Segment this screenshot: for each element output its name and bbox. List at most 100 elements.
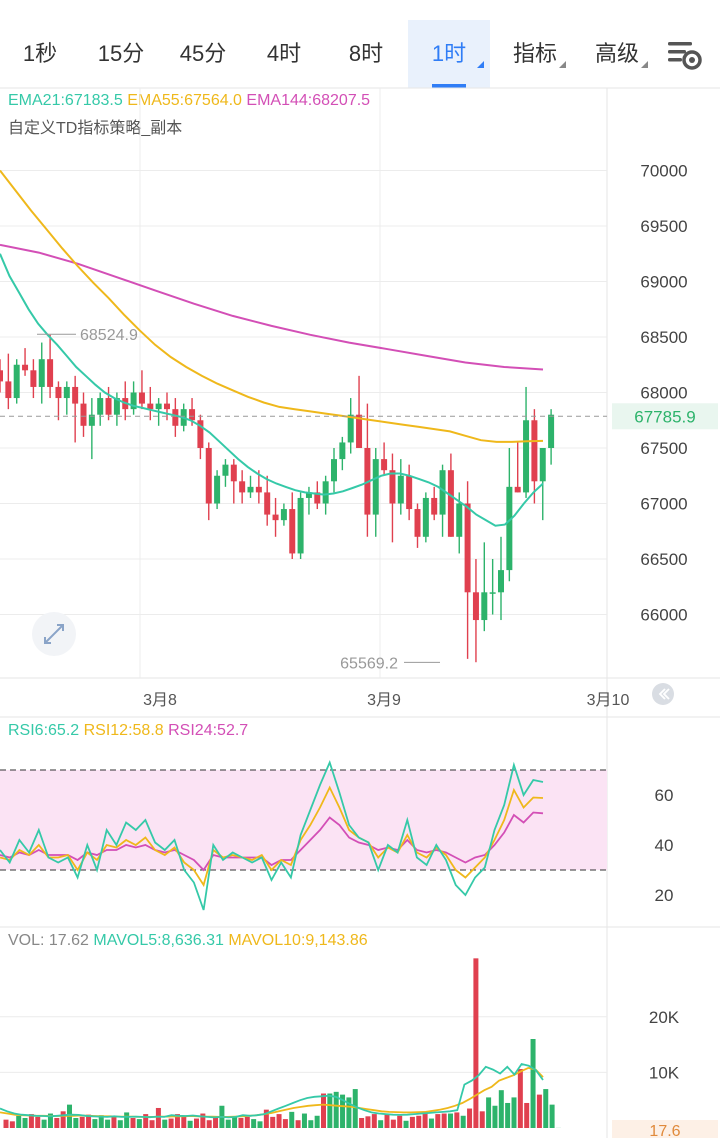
volume-bar — [524, 1102, 530, 1128]
volume-bar — [308, 1120, 314, 1128]
active-tab-indicator — [432, 84, 466, 88]
tab-1h[interactable]: 1时 — [408, 20, 490, 88]
candle-body — [389, 470, 396, 504]
rsi6-line — [0, 759, 544, 911]
volume-bar — [73, 1117, 79, 1128]
candle-body — [272, 514, 279, 521]
volume-bar — [435, 1114, 441, 1128]
candle-body — [172, 409, 179, 426]
candle-body — [239, 481, 246, 493]
price-tick-label: 67500 — [640, 439, 687, 458]
candle-body — [80, 403, 87, 426]
tab-8h[interactable]: 8时 — [330, 20, 402, 88]
candle-body — [214, 475, 221, 504]
volume-bar — [16, 1115, 22, 1128]
volume-bar — [403, 1120, 409, 1128]
volume-bar — [536, 1094, 542, 1128]
chart-settings-icon[interactable] — [664, 36, 704, 76]
candle-body — [431, 497, 438, 515]
candle-body — [506, 486, 513, 571]
ema21-line — [0, 253, 544, 527]
volume-bar — [111, 1115, 117, 1128]
tab-advanced[interactable]: 高级 — [580, 20, 654, 88]
rsi-tick-label: 60 — [655, 786, 674, 805]
candle-body — [314, 492, 321, 504]
candle-body — [130, 392, 137, 410]
volume-bar — [365, 1116, 371, 1128]
tab-label: 1秒 — [22, 41, 58, 66]
timeframe-tab-bar: 1秒 15分 45分 4时 8时 1时 指标 高级 — [0, 0, 720, 88]
current-volume-badge — [612, 1120, 718, 1138]
volume-bar — [454, 1112, 460, 1128]
high-annotation: 68524.9 — [80, 327, 138, 344]
price-tick-label: 66000 — [640, 606, 687, 625]
candle-body — [280, 509, 287, 521]
tab-indicators[interactable]: 指标 — [498, 20, 572, 88]
volume-bar — [486, 1097, 492, 1128]
price-tick-label: 68000 — [640, 384, 687, 403]
volume-bar — [517, 1069, 523, 1128]
candle-body — [247, 486, 254, 493]
candle-body — [489, 592, 496, 594]
ema144-line — [0, 243, 544, 371]
candle-body — [255, 486, 262, 493]
date-tick-label: 3月9 — [367, 692, 401, 709]
volume-bar — [143, 1114, 149, 1128]
candle-body — [464, 503, 471, 593]
volume-bar — [530, 1039, 536, 1128]
volume-bar — [41, 1119, 47, 1128]
tab-1s[interactable]: 1秒 — [8, 20, 72, 88]
volume-bar — [67, 1104, 72, 1128]
candle-body — [531, 420, 538, 482]
candle-body — [88, 414, 95, 426]
volume-bar — [9, 1121, 15, 1128]
low-annotation: 65569.2 — [340, 655, 398, 672]
price-tick-label: 69000 — [640, 273, 687, 292]
candle-body — [456, 503, 463, 537]
tab-4h[interactable]: 4时 — [248, 20, 320, 88]
volume-bar — [54, 1117, 60, 1128]
volume-bar — [378, 1120, 384, 1128]
mavol5-line — [0, 1062, 544, 1119]
volume-bar — [92, 1119, 98, 1128]
volume-bar — [98, 1115, 104, 1128]
volume-bar — [321, 1093, 326, 1128]
volume-legend: VOL: 17.62 MAVOL5:8,636.31 MAVOL10:9,143… — [8, 932, 368, 950]
candle-body — [523, 420, 530, 493]
volume-bar — [441, 1113, 447, 1128]
volume-bar — [333, 1091, 339, 1128]
volume-bar — [460, 1115, 466, 1128]
volume-bar — [155, 1107, 161, 1128]
candle-body — [289, 509, 296, 554]
candle-body — [122, 398, 129, 410]
volume-bar — [327, 1093, 333, 1128]
mavol5-legend: MAVOL5:8,636.31 — [93, 932, 224, 949]
tab-45m[interactable]: 45分 — [164, 20, 242, 88]
candle-body — [264, 492, 271, 515]
volume-bar — [409, 1116, 415, 1128]
volume-bar — [206, 1120, 212, 1128]
tab-label: 指标 — [512, 41, 557, 66]
volume-tick-label: 10K — [649, 1063, 680, 1082]
candle-body — [97, 398, 104, 415]
tab-15m[interactable]: 15分 — [80, 20, 162, 88]
volume-bar — [549, 1104, 555, 1128]
current-price-label: 67785.9 — [634, 407, 695, 426]
volume-bar — [244, 1116, 250, 1128]
volume-bar — [130, 1117, 136, 1128]
ema144-legend: EMA144:68207.5 — [246, 92, 371, 109]
candle-body — [364, 448, 371, 515]
strategy-name: 自定义TD指标策略_副本 — [8, 120, 183, 137]
candle-body — [539, 448, 546, 482]
tab-label: 4时 — [266, 41, 302, 66]
candle-body — [22, 364, 29, 371]
ema55-legend: EMA55:67564.0 — [127, 92, 242, 109]
volume-bar — [543, 1089, 549, 1128]
price-tick-label: 69500 — [640, 217, 687, 236]
volume-bar — [346, 1097, 352, 1128]
candle-body — [189, 409, 196, 421]
candle-body — [406, 475, 413, 510]
volume-bar — [194, 1118, 199, 1128]
tab-label: 高级 — [594, 41, 639, 66]
candle-body — [47, 359, 54, 387]
